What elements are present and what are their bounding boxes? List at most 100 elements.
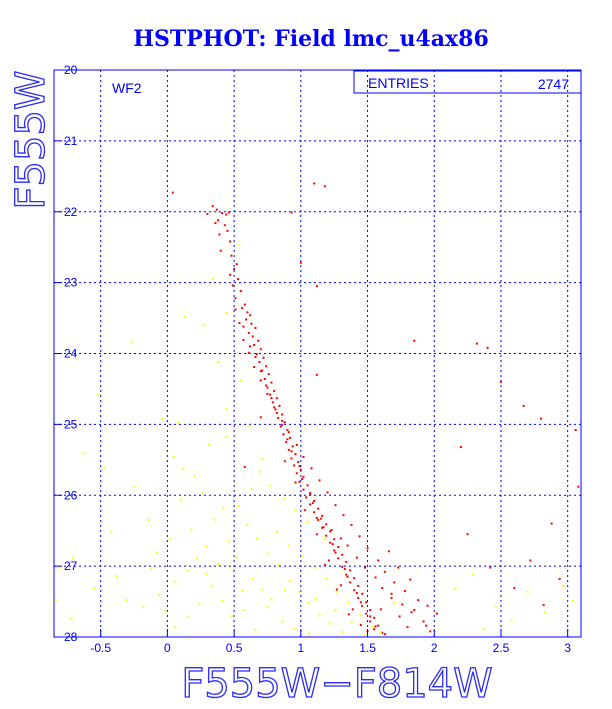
red-star-point <box>466 533 469 536</box>
red-star-point <box>275 397 278 400</box>
red-star-point <box>383 570 386 573</box>
red-star-point <box>278 404 281 407</box>
yellow-star-point <box>293 627 296 630</box>
yellow-star-point <box>93 587 96 590</box>
red-star-point <box>317 519 320 522</box>
yellow-star-point <box>163 610 166 613</box>
yellow-star-point <box>235 556 238 559</box>
x-tick-label: 2.5 <box>493 641 510 655</box>
red-star-point <box>226 229 229 232</box>
y-tick-label: 24 <box>64 347 78 361</box>
yellow-star-point <box>363 633 366 636</box>
red-star-point <box>499 380 502 383</box>
yellow-star-point <box>306 521 309 524</box>
yellow-star-point <box>161 417 164 420</box>
red-star-point <box>233 268 236 271</box>
red-star-point <box>353 577 356 580</box>
red-star-point <box>369 615 372 618</box>
red-star-point <box>218 233 221 236</box>
red-star-point <box>281 413 284 416</box>
yellow-star-point <box>229 566 232 569</box>
red-star-point <box>345 573 348 576</box>
red-star-point <box>265 384 268 387</box>
red-star-point <box>238 322 241 325</box>
yellow-star-point <box>225 436 228 439</box>
red-star-point <box>417 599 420 602</box>
x-tick-label: 1 <box>297 641 304 655</box>
red-star-point <box>357 597 360 600</box>
red-star-point <box>242 325 245 328</box>
red-star-point <box>294 453 297 456</box>
yellow-star-point <box>210 584 213 587</box>
red-star-point <box>342 514 345 517</box>
red-star-point <box>341 553 344 556</box>
y-tick-label: 22 <box>64 205 78 219</box>
x-tick-label: 3 <box>564 641 571 655</box>
red-star-point <box>313 182 316 185</box>
red-star-point <box>302 455 305 458</box>
red-star-point <box>390 597 393 600</box>
red-star-point <box>305 496 308 499</box>
red-star-point <box>237 278 240 281</box>
yellow-star-point <box>261 588 264 591</box>
yellow-star-point <box>258 470 261 473</box>
red-star-point <box>335 588 338 591</box>
yellow-star-point <box>202 324 205 327</box>
red-star-point <box>234 308 237 311</box>
red-star-point <box>259 348 262 351</box>
red-star-point <box>401 603 404 606</box>
red-star-point <box>321 514 324 517</box>
x-axis-label: F555W−F814W <box>181 661 492 707</box>
red-star-point <box>539 417 542 420</box>
red-star-point <box>350 524 353 527</box>
red-star-point <box>257 339 260 342</box>
yellow-star-point <box>217 361 220 364</box>
red-star-point <box>290 457 293 460</box>
red-star-point <box>329 530 332 533</box>
red-star-point <box>282 433 285 436</box>
red-star-point <box>374 625 377 628</box>
red-star-point <box>379 608 382 611</box>
red-star-point <box>361 604 364 607</box>
red-star-point <box>258 361 261 364</box>
yellow-star-point <box>350 621 353 624</box>
red-star-point <box>253 343 256 346</box>
yellow-star-point <box>347 601 350 604</box>
red-star-point <box>325 534 328 537</box>
red-star-point <box>225 213 228 216</box>
red-star-point <box>339 584 342 587</box>
yellow-star-point <box>379 631 382 634</box>
red-star-point <box>273 390 276 393</box>
red-star-point <box>317 507 320 510</box>
red-star-point <box>283 460 286 463</box>
red-star-point <box>283 421 286 424</box>
red-star-point <box>333 538 336 541</box>
red-star-point <box>550 522 553 525</box>
red-star-point <box>359 623 362 626</box>
yellow-star-point <box>173 455 176 458</box>
yellow-star-point <box>225 407 228 410</box>
yellow-star-point <box>266 552 269 555</box>
red-star-point <box>303 509 306 512</box>
red-star-point <box>459 446 462 449</box>
red-star-point <box>285 441 288 444</box>
red-star-point <box>290 450 293 453</box>
red-star-point <box>294 481 297 484</box>
chart-title: HSTPHOT: Field lmc_u4ax86 <box>133 26 489 52</box>
red-star-point <box>334 551 337 554</box>
red-star-point <box>489 566 492 569</box>
yellow-star-point <box>287 544 290 547</box>
yellow-star-point <box>182 468 185 471</box>
red-star-point <box>346 575 349 578</box>
red-star-point <box>286 438 289 441</box>
red-star-point <box>211 205 214 208</box>
yellow-star-point <box>250 487 253 490</box>
y-axis-label: F555W <box>8 71 54 210</box>
yellow-star-point <box>334 609 337 612</box>
red-star-point <box>326 491 329 494</box>
yellow-star-point <box>190 528 193 531</box>
red-star-point <box>325 523 328 526</box>
y-tick-label: 21 <box>64 134 78 148</box>
yellow-star-point <box>201 492 204 495</box>
red-star-point <box>315 285 318 288</box>
